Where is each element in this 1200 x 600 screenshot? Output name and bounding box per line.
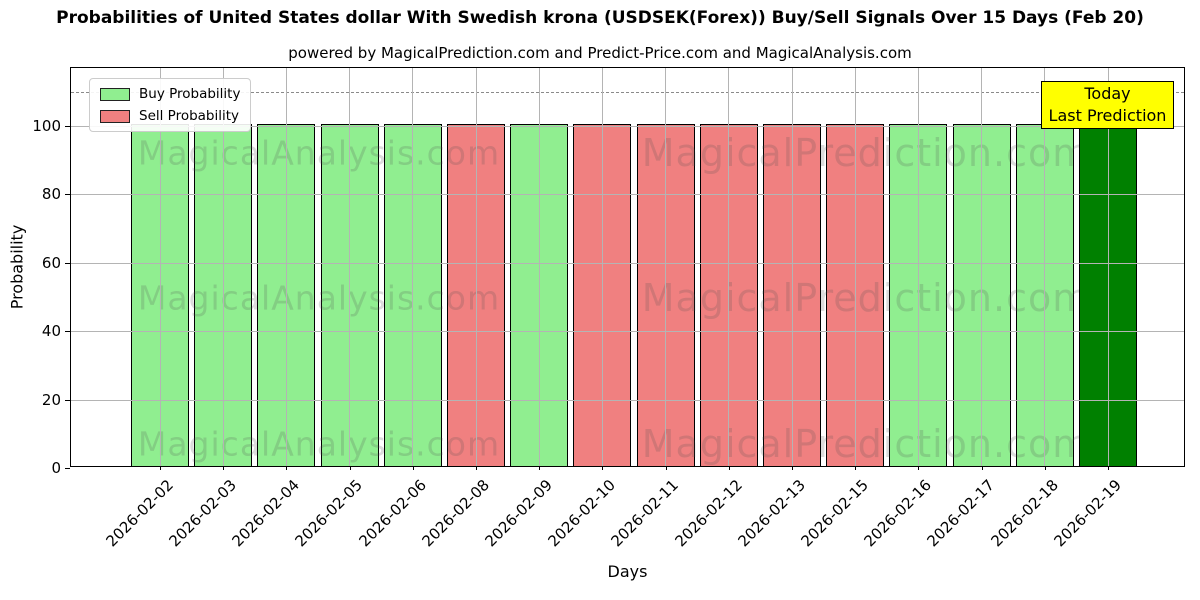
horizontal-gridline [71,126,1184,128]
y-tick-label: 40 [41,322,61,341]
x-axis-tick [476,466,477,470]
x-axis-tick [855,466,857,470]
buy-swatch-icon [100,87,130,101]
today-annotation-line2: Last Prediction [1048,106,1167,125]
x-tick-label: 2026-02-05 [291,476,367,551]
vertical-gridline [728,68,730,466]
x-axis-tick [349,466,351,470]
horizontal-gridline [71,331,1184,333]
vertical-gridline [412,68,414,466]
x-axis-tick [1108,466,1109,470]
y-tick-label: 20 [41,390,61,409]
vertical-gridline [854,68,856,466]
y-axis-tick [65,468,70,469]
vertical-gridline [665,68,667,466]
vertical-gridline [285,68,287,466]
x-tick-label: 2026-02-06 [355,476,430,551]
chart-legend: Buy Probability Sell Probability [89,78,252,132]
x-tick-label: 2026-02-09 [481,476,556,551]
x-axis-tick [918,466,920,470]
x-axis-tick [539,466,541,470]
x-axis-tick [665,466,667,470]
x-tick-label: 2026-02-16 [860,476,936,551]
x-tick-label: 2026-02-12 [671,476,746,551]
horizontal-gridline [71,262,1184,264]
x-tick-label: 2026-02-02 [102,476,177,551]
x-axis-tick [792,466,793,470]
x-tick-label: 2026-02-08 [418,476,493,551]
x-axis-tick [1044,466,1046,470]
y-axis-tick [65,262,70,264]
x-axis-tick [602,466,604,470]
y-tick-label: 60 [41,253,61,272]
vertical-gridline [538,68,540,466]
x-axis-tick [412,466,414,470]
x-tick-label: 2026-02-11 [607,476,683,551]
vertical-gridline [791,68,793,466]
vertical-gridline [1044,68,1046,466]
watermark-text: MagicalAnalysis.com [137,424,501,464]
legend-item-sell: Sell Probability [100,108,240,124]
today-annotation: Today Last Prediction [1041,81,1174,129]
y-axis-label: Probability [7,224,27,310]
legend-item-buy: Buy Probability [100,86,240,102]
y-axis-tick [65,399,70,401]
vertical-gridline [222,68,224,466]
x-tick-label: 2026-02-17 [923,476,999,551]
x-axis-tick [981,466,983,470]
x-tick-label: 2026-02-04 [228,476,304,551]
plot-area: Buy Probability Sell Probability Today L… [32,67,1185,550]
x-axis-tick [728,466,730,470]
x-tick-label: 2026-02-13 [734,476,809,551]
x-axis-tick [286,466,288,470]
vertical-gridline [917,68,919,466]
y-axis-tick [65,126,70,128]
today-annotation-line1: Today [1084,84,1131,104]
legend-sell-label: Sell Probability [139,108,240,124]
y-tick-label: 80 [41,185,61,204]
x-tick-label: 2026-02-03 [165,476,240,551]
x-tick-label: 2026-02-18 [987,476,1062,551]
horizontal-gridline [71,194,1184,196]
vertical-gridline [1107,68,1109,466]
x-tick-label: 2026-02-15 [797,476,872,551]
x-tick-label: 2026-02-10 [544,476,620,551]
sell-swatch-icon [100,109,130,123]
vertical-gridline [475,68,477,466]
vertical-gridline [601,68,603,466]
dashed-threshold-line [71,91,1184,93]
vertical-gridline [159,68,161,466]
chart-subtitle: powered by MagicalPrediction.com and Pre… [288,44,912,62]
vertical-gridline [981,68,983,466]
vertical-gridline [349,68,351,466]
y-axis-tick [65,194,70,196]
x-tick-label: 2026-02-19 [1050,476,1125,551]
horizontal-gridline [71,399,1184,401]
chart-title: Probabilities of United States dollar Wi… [56,8,1144,28]
x-axis-tick [160,466,161,470]
y-tick-label: 0 [51,459,61,477]
y-axis-tick [65,331,70,333]
watermark-text: MagicalAnalysis.com [137,278,501,318]
y-tick-label: 100 [32,117,61,136]
watermark-text: MagicalPrediction.com [641,131,1091,175]
watermark-text: MagicalPrediction.com [641,422,1091,466]
x-axis-label: Days [607,562,648,581]
x-axis-tick [223,466,225,470]
legend-buy-label: Buy Probability [139,86,241,102]
watermark-text: MagicalPrediction.com [641,276,1091,320]
watermark-text: MagicalAnalysis.com [137,133,501,173]
